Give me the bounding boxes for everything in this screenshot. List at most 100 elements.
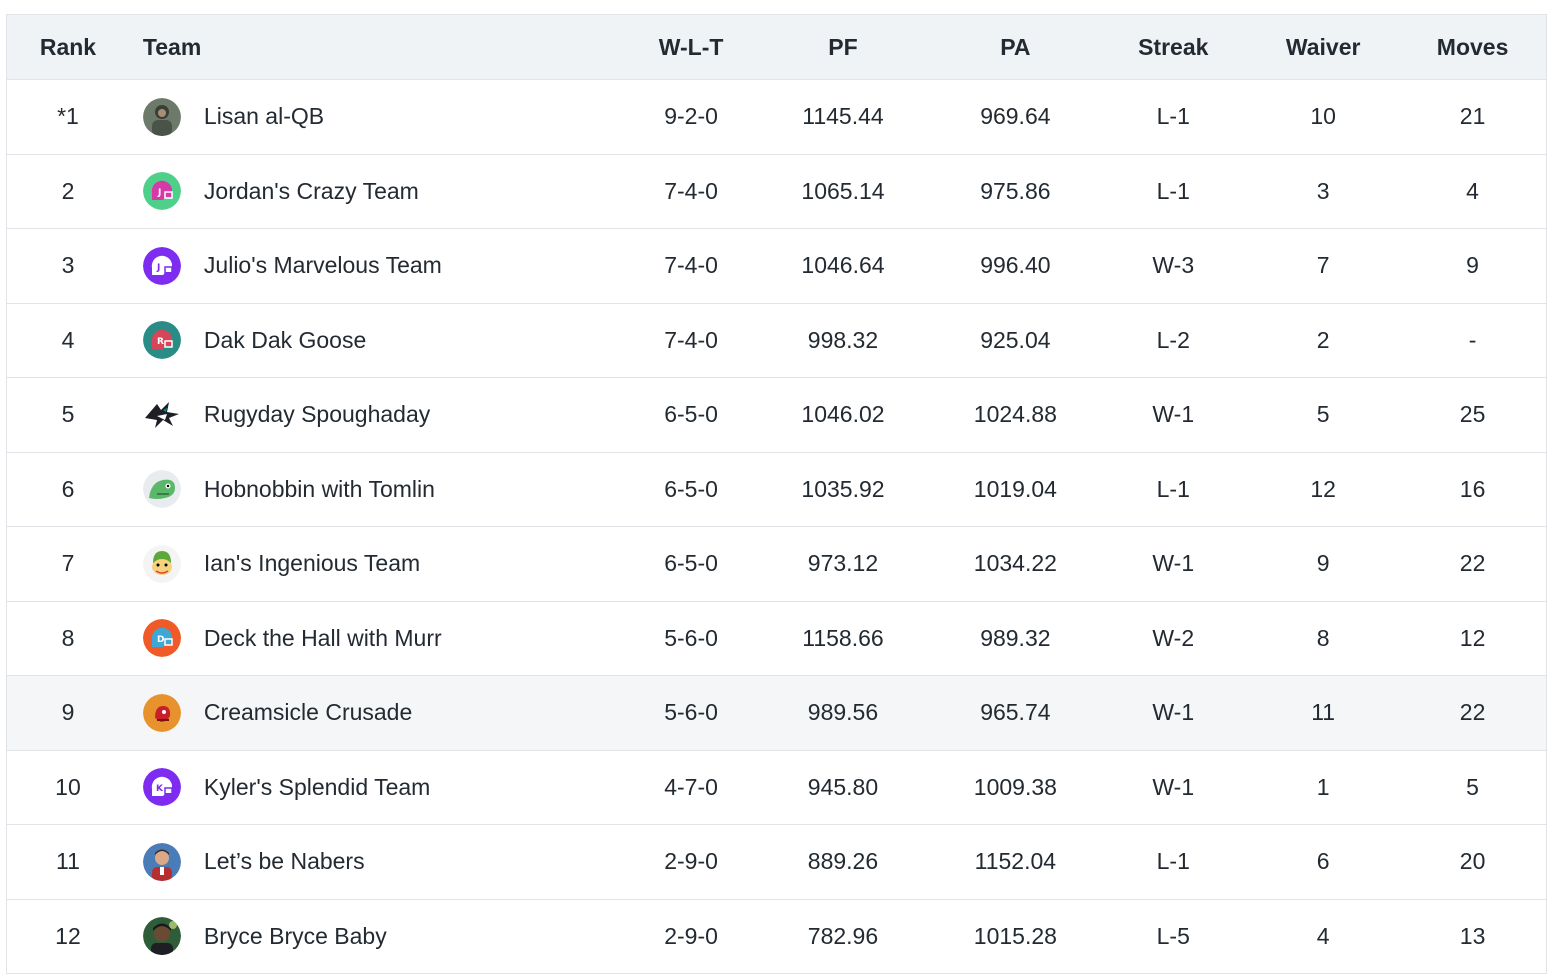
team-cell: D Deck the Hall with Murr	[129, 619, 628, 658]
helmet-avatar-icon[interactable]: J	[142, 172, 181, 211]
pirate-logo-icon[interactable]	[142, 693, 181, 732]
cartoon-avatar-icon[interactable]	[142, 544, 181, 583]
moves-cell[interactable]: -	[1468, 326, 1477, 353]
team-name-link[interactable]: Jordan's Crazy Team	[203, 177, 419, 204]
team-name-link[interactable]: Lisan al-QB	[203, 103, 325, 130]
moves-cell[interactable]: 5	[1466, 773, 1479, 800]
pf-cell: 782.96	[807, 922, 879, 949]
wlt-cell: 2-9-0	[664, 848, 718, 875]
streak-cell: L-5	[1156, 922, 1190, 949]
team-name-link[interactable]: Julio's Marvelous Team	[203, 252, 442, 279]
table-row: 2 J Jordan's Crazy Team 7-4-0 1065.14 975.86 L…	[7, 154, 1546, 229]
team-cell: R Dak Dak Goose	[129, 321, 628, 360]
rank-cell: 6	[61, 475, 75, 502]
waiver-cell: 9	[1316, 550, 1330, 577]
column-header-rank[interactable]: Rank	[39, 33, 97, 60]
moves-cell[interactable]: 25	[1459, 401, 1486, 428]
waiver-cell: 2	[1316, 326, 1330, 353]
team-name-link[interactable]: Creamsicle Crusade	[203, 699, 413, 726]
pf-cell: 973.12	[807, 550, 879, 577]
wlt-cell: 7-4-0	[664, 177, 718, 204]
team-name-link[interactable]: Bryce Bryce Baby	[203, 922, 387, 949]
team-cell: Lisan al-QB	[129, 97, 628, 136]
rank-cell: 12	[55, 922, 81, 949]
shark-logo-icon[interactable]	[143, 396, 181, 434]
table-row: *1 Lisan al-QB 9-2-0 1145.44 969.64 L-1 10 21	[7, 80, 1546, 155]
pf-cell: 989.56	[807, 699, 879, 726]
photo-avatar-icon[interactable]	[142, 97, 181, 136]
pf-cell: 1065.14	[801, 177, 885, 204]
pf-cell: 945.80	[807, 773, 879, 800]
moves-cell[interactable]: 16	[1459, 475, 1486, 502]
moves-cell[interactable]: 20	[1459, 848, 1486, 875]
helmet-avatar-icon[interactable]: D	[142, 619, 181, 658]
pa-cell: 975.86	[980, 177, 1051, 204]
column-header-pf[interactable]: PF	[828, 33, 858, 60]
rank-cell: *1	[57, 103, 79, 130]
wlt-cell: 6-5-0	[664, 475, 718, 502]
pa-cell: 989.32	[980, 624, 1051, 651]
team-name-link[interactable]: Hobnobbin with Tomlin	[203, 475, 435, 502]
moves-cell[interactable]: 21	[1459, 103, 1486, 130]
waiver-cell: 3	[1316, 177, 1330, 204]
pa-cell: 969.64	[980, 103, 1051, 130]
table-row: 3 J Julio's Marvelous Team 7-4-0 1046.64 996.…	[7, 229, 1546, 304]
moves-cell[interactable]: 22	[1459, 550, 1486, 577]
rank-cell: 2	[61, 177, 75, 204]
column-header-pa[interactable]: PA	[1000, 33, 1031, 60]
team-cell: J Julio's Marvelous Team	[129, 246, 628, 285]
team-name-link[interactable]: Dak Dak Goose	[203, 326, 367, 353]
pa-cell: 1019.04	[973, 475, 1057, 502]
team-name-link[interactable]: Let’s be Nabers	[203, 848, 365, 875]
team-cell: K Kyler's Splendid Team	[129, 768, 628, 807]
streak-cell: W-2	[1152, 624, 1195, 651]
helmet-avatar-icon[interactable]: K	[142, 768, 181, 807]
pa-cell: 996.40	[980, 252, 1051, 279]
streak-cell: W-1	[1152, 773, 1195, 800]
rank-cell: 5	[61, 401, 75, 428]
pa-cell: 1015.28	[973, 922, 1057, 949]
wlt-cell: 5-6-0	[664, 699, 718, 726]
team-name-link[interactable]: Deck the Hall with Murr	[203, 624, 442, 651]
wlt-cell: 2-9-0	[664, 922, 718, 949]
helmet-avatar-icon[interactable]: R	[142, 321, 181, 360]
rank-cell: 11	[56, 848, 80, 875]
column-header-waiver[interactable]: Waiver	[1285, 33, 1361, 60]
table-row: 11 Let’s be Nabers 2-9-0 889.26 1152.04 L-1 6 2…	[7, 825, 1546, 900]
photo-avatar-icon[interactable]	[142, 917, 181, 956]
team-cell: Ian's Ingenious Team	[129, 544, 628, 583]
rank-cell: 7	[61, 550, 75, 577]
column-header-wlt[interactable]: W-L-T	[658, 33, 724, 60]
column-header-streak[interactable]: Streak	[1138, 33, 1209, 60]
table-row: 9 Creamsicle Crusade 5-6-0 989.56 965.74 W-1 1…	[7, 676, 1546, 751]
waiver-cell: 6	[1316, 848, 1330, 875]
dinosaur-avatar-icon[interactable]	[142, 470, 181, 509]
waiver-cell: 8	[1316, 624, 1330, 651]
team-cell: Creamsicle Crusade	[129, 693, 628, 732]
streak-cell: L-2	[1156, 326, 1190, 353]
moves-cell[interactable]: 4	[1466, 177, 1479, 204]
rank-cell: 10	[55, 773, 81, 800]
team-name-link[interactable]: Ian's Ingenious Team	[203, 550, 421, 577]
wlt-cell: 7-4-0	[664, 326, 718, 353]
moves-cell[interactable]: 13	[1459, 922, 1486, 949]
column-header-moves[interactable]: Moves	[1436, 33, 1509, 60]
streak-cell: W-3	[1152, 252, 1195, 279]
moves-cell[interactable]: 9	[1466, 252, 1479, 279]
pa-cell: 965.74	[980, 699, 1051, 726]
moves-cell[interactable]: 12	[1459, 624, 1486, 651]
svg-text:K: K	[156, 784, 164, 794]
helmet-avatar-icon[interactable]: J	[142, 246, 181, 285]
waiver-cell: 7	[1316, 252, 1330, 279]
streak-cell: W-1	[1152, 401, 1195, 428]
table-row: 6 Hobnobbin with Tomlin 6-5-0 1035.92 1019.0…	[7, 452, 1546, 527]
streak-cell: L-1	[1156, 848, 1190, 875]
column-header-team[interactable]: Team	[129, 34, 628, 61]
moves-cell[interactable]: 22	[1459, 699, 1486, 726]
pa-cell: 1152.04	[974, 848, 1057, 875]
team-name-link[interactable]: Rugyday Spoughaday	[203, 401, 431, 428]
team-name-link[interactable]: Kyler's Splendid Team	[203, 773, 431, 800]
wlt-cell: 5-6-0	[664, 624, 718, 651]
team-cell: Bryce Bryce Baby	[129, 917, 628, 956]
photo-avatar-icon[interactable]	[142, 842, 181, 881]
